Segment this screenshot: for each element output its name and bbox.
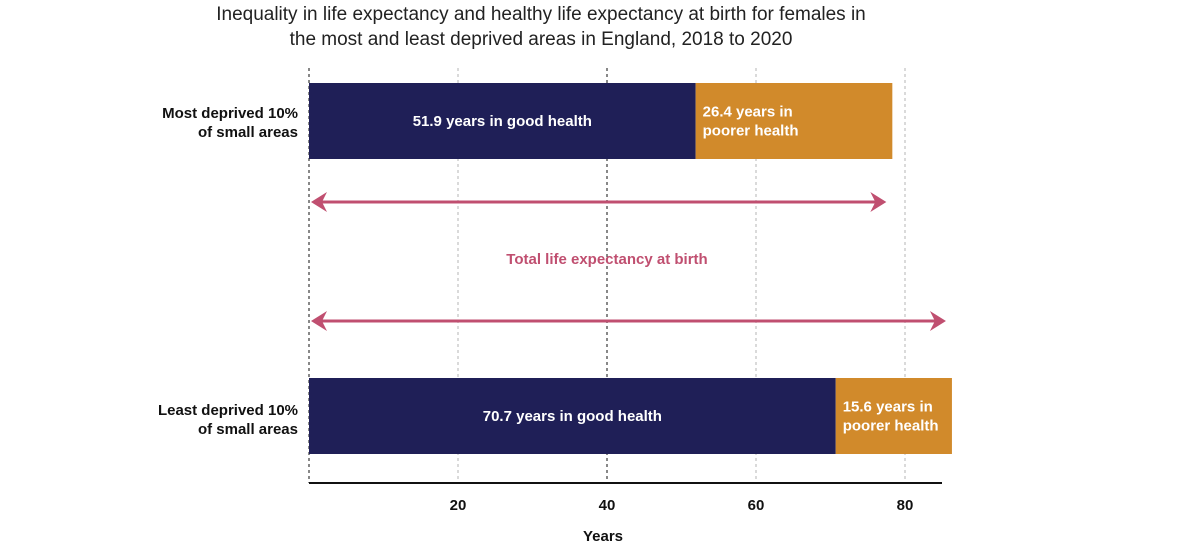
- bar-poorer-health: [695, 83, 893, 159]
- bar-good-health: [309, 83, 696, 159]
- bar-poorer-health: [835, 378, 952, 454]
- bar-label-poorer-health: poorer health: [703, 123, 799, 140]
- arrow-head-left-icon: [311, 192, 327, 212]
- bar-label-good-health: 70.7 years in good health: [483, 408, 662, 425]
- chart-title-line-2: the most and least deprived areas in Eng…: [289, 29, 793, 50]
- category-label-most-deprived: Most deprived 10% of small areas: [98, 104, 298, 142]
- bar-label-poorer-health: poorer health: [843, 418, 939, 435]
- bar-good-health: [309, 378, 836, 454]
- category-label-line: of small areas: [197, 421, 298, 438]
- x-tick-label: 80: [897, 497, 914, 514]
- category-label-line: of small areas: [197, 124, 298, 141]
- category-label-line: Least deprived 10%: [157, 402, 298, 419]
- bar-label-poorer-health: 15.6 years in: [843, 399, 933, 416]
- x-axis-title: Years: [583, 528, 623, 545]
- bar-label-good-health: 51.9 years in good health: [413, 113, 592, 130]
- chart-title: Inequality in life expectancy and health…: [0, 2, 1082, 52]
- bar-label-poorer-health: 26.4 years in: [703, 104, 793, 121]
- category-label-line: Most deprived 10%: [162, 105, 298, 122]
- x-tick-label: 40: [599, 497, 616, 514]
- arrow-head-left-icon: [311, 311, 327, 331]
- chart-title-line-1: Inequality in life expectancy and health…: [216, 4, 866, 25]
- x-tick-label: 60: [748, 497, 765, 514]
- category-label-least-deprived: Least deprived 10% of small areas: [98, 401, 298, 439]
- x-tick-label: 20: [450, 497, 467, 514]
- arrow-head-right-icon: [870, 192, 887, 212]
- arrow-head-right-icon: [929, 311, 946, 331]
- annotation-total-life-expectancy: Total life expectancy at birth: [506, 251, 707, 268]
